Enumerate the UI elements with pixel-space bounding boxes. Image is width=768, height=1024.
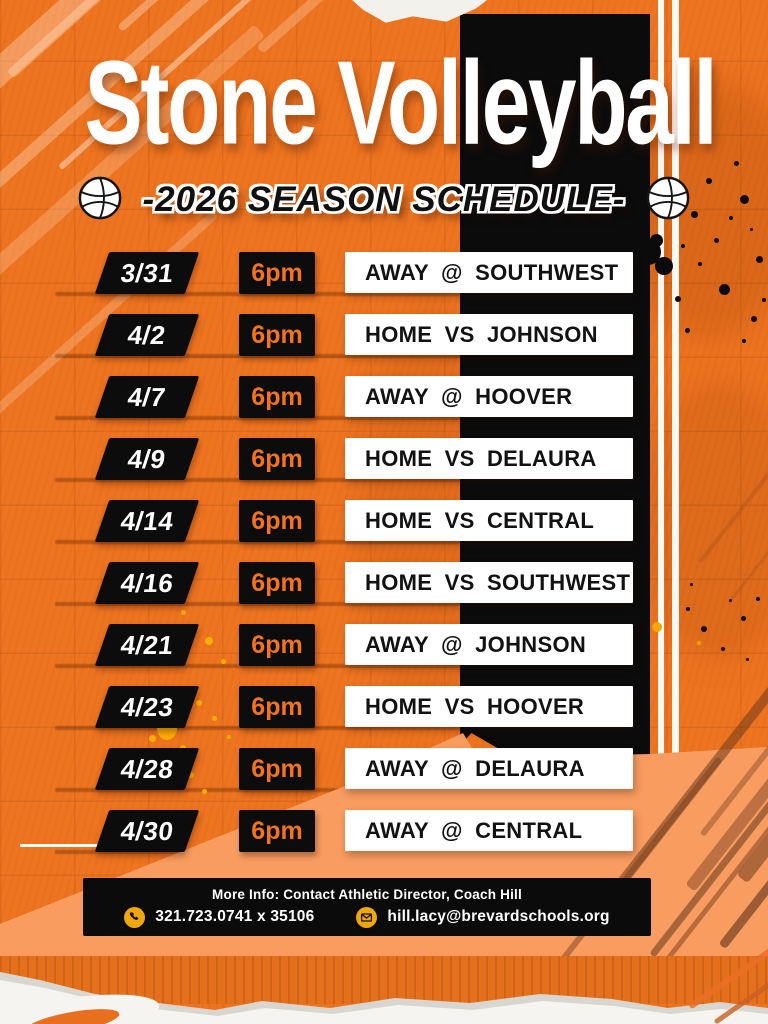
game-time: 6pm xyxy=(251,444,303,473)
date-tag: 4/28 xyxy=(94,748,200,790)
game-bar: HOME VS JOHNSON xyxy=(345,314,633,355)
date-tag: 4/14 xyxy=(94,500,200,542)
game-time: 6pm xyxy=(251,630,303,659)
schedule-row: 4/14 6pm HOME VS CENTRAL xyxy=(0,500,768,542)
schedule-row: 4/16 6pm HOME VS SOUTHWEST xyxy=(0,562,768,604)
date-tag: 4/21 xyxy=(94,624,200,666)
row-shelf-shadow xyxy=(55,788,460,792)
time-tag: 6pm xyxy=(239,748,315,790)
time-tag: 6pm xyxy=(239,624,315,666)
schedule-row: 4/30 6pm AWAY @ CENTRAL xyxy=(0,810,768,852)
torn-paper-top xyxy=(352,0,487,23)
email-address: hill.lacy@brevardschools.org xyxy=(387,908,610,925)
date-tag: 4/2 xyxy=(94,314,200,356)
footer-info-text: More Info: Contact Athletic Director, Co… xyxy=(212,886,522,902)
game-label: HOME VS JOHNSON xyxy=(365,321,598,347)
time-tag: 6pm xyxy=(239,314,315,356)
row-shelf-shadow xyxy=(55,416,460,420)
game-date: 4/23 xyxy=(118,691,176,722)
row-shelf-shadow xyxy=(55,664,460,668)
game-label: AWAY @ HOOVER xyxy=(365,383,573,409)
phone-icon xyxy=(124,906,146,928)
game-date: 4/9 xyxy=(126,443,168,474)
row-shelf-shadow xyxy=(55,292,460,296)
game-date: 4/2 xyxy=(126,319,168,350)
volleyball-icon xyxy=(77,175,123,226)
game-date: 3/31 xyxy=(118,257,176,288)
game-label: HOME VS DELAURA xyxy=(365,445,597,471)
game-bar: AWAY @ SOUTHWEST xyxy=(345,252,633,293)
game-time: 6pm xyxy=(251,258,303,287)
date-tag: 4/30 xyxy=(94,810,200,852)
schedule-row: 4/21 6pm AWAY @ JOHNSON xyxy=(0,624,768,666)
time-tag: 6pm xyxy=(239,686,315,728)
white-accent-line xyxy=(20,844,98,847)
game-date: 4/16 xyxy=(118,567,176,598)
row-shelf-shadow xyxy=(55,354,460,358)
subtitle-row: -2026 SEASON SCHEDULE- xyxy=(0,170,768,230)
game-label: HOME VS HOOVER xyxy=(365,693,585,719)
schedule-row: 4/2 6pm HOME VS JOHNSON xyxy=(0,314,768,356)
email-icon xyxy=(356,906,378,928)
row-shelf-shadow xyxy=(55,540,460,544)
game-label: AWAY @ SOUTHWEST xyxy=(365,259,619,285)
game-label: HOME VS CENTRAL xyxy=(365,507,595,533)
phone-number: 321.723.0741 x 35106 xyxy=(155,908,315,925)
schedule-row: 4/28 6pm AWAY @ DELAURA xyxy=(0,748,768,790)
game-date: 4/14 xyxy=(118,505,176,536)
schedule-row: 3/31 6pm AWAY @ SOUTHWEST xyxy=(0,252,768,294)
game-label: AWAY @ DELAURA xyxy=(365,755,585,781)
date-tag: 4/23 xyxy=(94,686,200,728)
date-tag: 4/7 xyxy=(94,376,200,418)
season-subtitle: -2026 SEASON SCHEDULE- xyxy=(142,180,626,219)
white-stripe xyxy=(672,0,679,772)
row-shelf-shadow xyxy=(55,602,460,606)
game-label: AWAY @ CENTRAL xyxy=(365,817,583,843)
schedule-row: 4/7 6pm AWAY @ HOOVER xyxy=(0,376,768,418)
footer-contact-bar: More Info: Contact Athletic Director, Co… xyxy=(83,878,651,936)
game-time: 6pm xyxy=(251,568,303,597)
game-time: 6pm xyxy=(251,754,303,783)
game-label: HOME VS SOUTHWEST xyxy=(365,569,631,595)
time-tag: 6pm xyxy=(239,438,315,480)
game-label: AWAY @ JOHNSON xyxy=(365,631,587,657)
game-bar: HOME VS CENTRAL xyxy=(345,500,633,541)
volleyball-icon xyxy=(645,175,691,226)
game-bar: AWAY @ JOHNSON xyxy=(345,624,633,665)
dark-orange-band xyxy=(0,956,768,1004)
time-tag: 6pm xyxy=(239,252,315,294)
game-bar: AWAY @ DELAURA xyxy=(345,748,633,789)
game-time: 6pm xyxy=(251,692,303,721)
schedule-row: 4/9 6pm HOME VS DELAURA xyxy=(0,438,768,480)
game-bar: HOME VS DELAURA xyxy=(345,438,633,479)
time-tag: 6pm xyxy=(239,376,315,418)
game-date: 4/7 xyxy=(126,381,168,412)
time-tag: 6pm xyxy=(239,810,315,852)
game-date: 4/21 xyxy=(118,629,176,660)
game-bar: AWAY @ HOOVER xyxy=(345,376,633,417)
row-shelf-shadow xyxy=(55,478,460,482)
page-title: Stone Volleyball xyxy=(84,36,717,170)
white-stripe xyxy=(658,0,664,772)
game-bar: HOME VS HOOVER xyxy=(345,686,633,727)
date-tag: 4/9 xyxy=(94,438,200,480)
game-time: 6pm xyxy=(251,320,303,349)
game-date: 4/28 xyxy=(118,753,176,784)
game-time: 6pm xyxy=(251,816,303,845)
schedule-row: 4/23 6pm HOME VS HOOVER xyxy=(0,686,768,728)
date-tag: 3/31 xyxy=(94,252,200,294)
row-shelf-shadow xyxy=(55,726,460,730)
game-bar: AWAY @ CENTRAL xyxy=(345,810,633,851)
game-bar: HOME VS SOUTHWEST xyxy=(345,562,633,603)
game-date: 4/30 xyxy=(118,815,176,846)
game-time: 6pm xyxy=(251,506,303,535)
game-time: 6pm xyxy=(251,382,303,411)
time-tag: 6pm xyxy=(239,562,315,604)
date-tag: 4/16 xyxy=(94,562,200,604)
time-tag: 6pm xyxy=(239,500,315,542)
footer-contact-line: 321.723.0741 x 35106 hill.lacy@brevardsc… xyxy=(124,906,610,928)
